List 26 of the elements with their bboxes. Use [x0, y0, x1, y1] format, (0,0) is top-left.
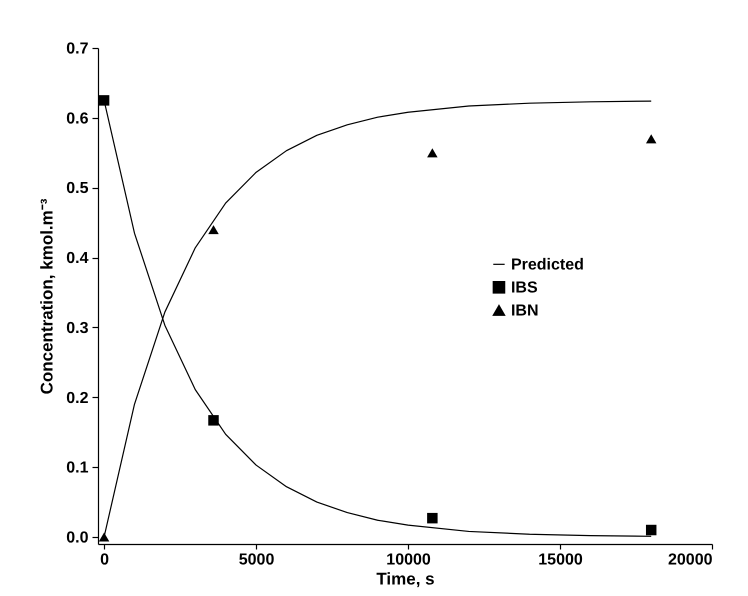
y-tick-label: 0.2: [66, 390, 89, 407]
legend-label: IBN: [510, 302, 539, 320]
y-tick-label: 0.4: [66, 250, 89, 268]
y-tick-label: 0.7: [66, 40, 89, 58]
point: [98, 95, 110, 106]
y-axis-title: Concentration, kmol.m⁻³: [37, 198, 56, 394]
x-axis-title: Time, s: [376, 570, 435, 588]
x-tick-label: 5000: [238, 552, 274, 568]
y-tick-label: 0.5: [66, 180, 89, 198]
x-tick-label: 20000: [668, 552, 713, 568]
y-tick-label: 0.6: [66, 110, 89, 128]
point: [98, 532, 110, 542]
point: [646, 134, 656, 144]
legend-label: IBS: [510, 279, 538, 296]
x-tick-label: 15000: [538, 552, 583, 568]
point: [646, 524, 656, 536]
point: [427, 148, 438, 158]
point: [208, 415, 219, 426]
point: [208, 225, 219, 234]
y-tick-label: 0.1: [66, 460, 89, 477]
y-tick-label: 0.3: [66, 320, 89, 337]
x-tick-label: 10000: [386, 552, 431, 568]
x-tick-label: 0: [100, 552, 110, 568]
legend-label: Predicted: [510, 256, 584, 274]
point: [427, 512, 438, 524]
y-tick-label: 0.0: [66, 530, 89, 547]
